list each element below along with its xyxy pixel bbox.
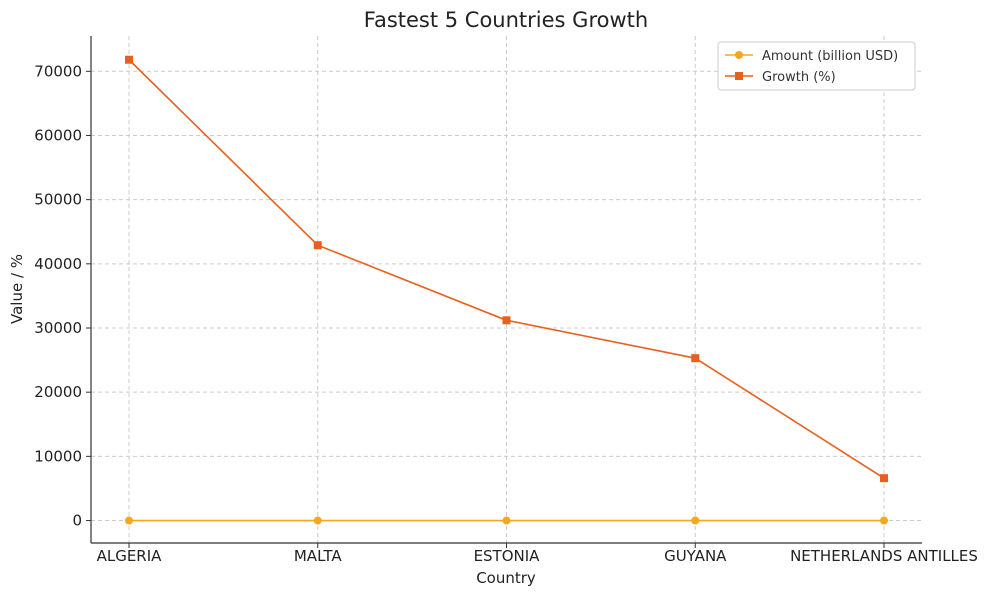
data-point (691, 516, 700, 525)
grid (91, 36, 922, 543)
y-tick-label: 70000 (34, 62, 82, 80)
legend-marker (735, 72, 743, 80)
y-ticks: 0 10000 20000 30000 40000 50000 60000 70000 (34, 62, 91, 530)
x-tick-label: ESTONIA (474, 547, 541, 565)
x-tick-label: ALGERIA (97, 547, 163, 565)
y-tick-label: 10000 (34, 447, 82, 465)
legend-box (717, 41, 916, 91)
y-tick-label: 40000 (34, 255, 82, 273)
data-point (313, 241, 322, 250)
x-ticks: ALGERIA MALTA ESTONIA GUYANA NETHERLANDS ANT… (97, 543, 978, 565)
data-point (502, 316, 511, 325)
data-point (502, 516, 511, 525)
data-point (125, 516, 133, 525)
data-point (880, 474, 888, 483)
data-point (125, 55, 133, 64)
x-axis-label: Country (476, 569, 536, 587)
y-tick-label: 20000 (34, 383, 82, 401)
y-tick-label: 0 (72, 512, 82, 530)
data-point (880, 516, 888, 525)
legend-marker (735, 51, 743, 59)
legend-label: Amount (billion USD) (762, 49, 898, 64)
x-tick-label: MALTA (294, 547, 342, 565)
y-tick-label: 60000 (34, 126, 82, 144)
x-tick-label: GUYANA (664, 547, 727, 565)
chart-title: Fastest 5 Countries Growth (364, 8, 648, 32)
y-axis-label: Value / % (8, 254, 26, 324)
data-point (313, 516, 322, 525)
series-group (125, 55, 888, 525)
x-tick-label: NETHERLANDS ANTILLES (790, 547, 978, 565)
y-tick-label: 50000 (34, 191, 82, 209)
legend-label: Growth (%) (762, 70, 836, 85)
y-tick-label: 30000 (34, 319, 82, 337)
data-point (691, 354, 700, 363)
legend: Amount (billion USD) Growth (%) (717, 41, 916, 91)
